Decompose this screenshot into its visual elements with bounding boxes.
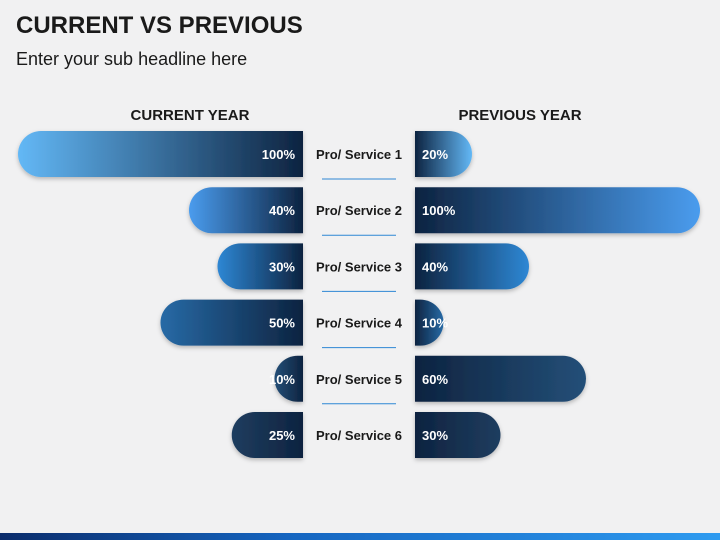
current-year-bar bbox=[160, 299, 303, 346]
previous-year-value-label: 20% bbox=[422, 147, 448, 162]
category-label: Pro/ Service 5 bbox=[316, 372, 402, 387]
previous-year-bar bbox=[415, 243, 529, 290]
current-year-bar bbox=[189, 187, 303, 234]
previous-year-bar bbox=[415, 412, 501, 458]
page-title: CURRENT VS PREVIOUS bbox=[16, 12, 303, 39]
current-year-value-label: 50% bbox=[269, 316, 295, 331]
current-year-value-label: 25% bbox=[269, 428, 295, 443]
bottom-accent-bar bbox=[0, 533, 720, 540]
current-year-value-label: 100% bbox=[262, 147, 296, 162]
current-year-value-label: 10% bbox=[269, 372, 295, 387]
current-year-bar bbox=[231, 412, 303, 458]
current-year-bar bbox=[217, 243, 303, 290]
previous-year-value-label: 30% bbox=[422, 428, 448, 443]
page-subtitle: Enter your sub headline here bbox=[16, 49, 248, 69]
current-year-bar bbox=[274, 355, 303, 402]
previous-year-heading: PREVIOUS YEAR bbox=[458, 107, 582, 124]
previous-year-bar bbox=[415, 187, 700, 234]
category-label: Pro/ Service 2 bbox=[316, 203, 402, 218]
current-year-value-label: 40% bbox=[269, 203, 295, 218]
current-year-bar bbox=[18, 131, 303, 177]
previous-year-value-label: 100% bbox=[422, 203, 456, 218]
previous-year-bar bbox=[415, 299, 444, 346]
previous-year-value-label: 10% bbox=[422, 316, 448, 331]
previous-year-bar bbox=[415, 131, 472, 177]
current-year-heading: CURRENT YEAR bbox=[130, 107, 250, 124]
category-label: Pro/ Service 4 bbox=[316, 316, 403, 331]
category-label: Pro/ Service 6 bbox=[316, 428, 402, 443]
previous-year-bar bbox=[415, 355, 586, 402]
previous-year-value-label: 40% bbox=[422, 259, 448, 274]
current-year-value-label: 30% bbox=[269, 259, 295, 274]
category-label: Pro/ Service 1 bbox=[316, 147, 402, 162]
previous-year-value-label: 60% bbox=[422, 372, 448, 387]
category-label: Pro/ Service 3 bbox=[316, 259, 402, 274]
